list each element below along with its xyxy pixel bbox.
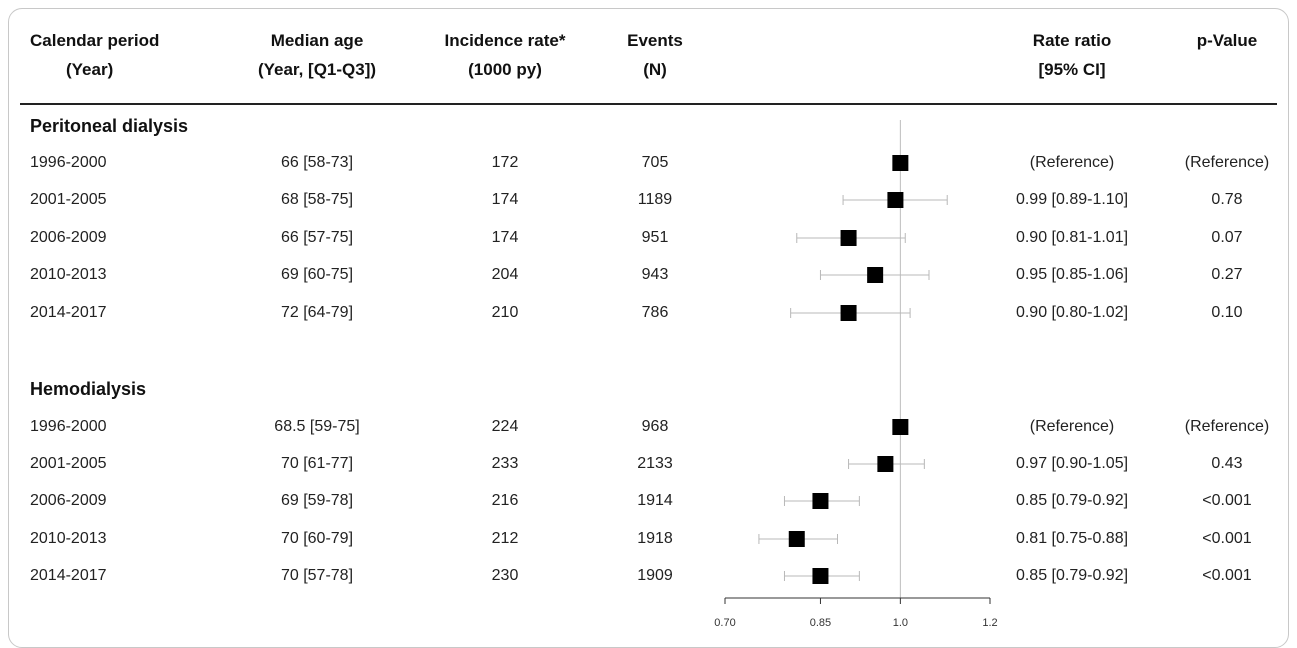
cell-median-age: 68 [58-75] <box>280 191 354 208</box>
x-axis-label: Rate ratio <box>833 633 885 635</box>
section-title-hemodialysis: Hemodialysis <box>30 379 147 399</box>
x-tick-label: 0.85 <box>810 617 831 629</box>
section-title-peritoneal: Peritoneal dialysis <box>30 116 189 136</box>
cell-median-age: 66 [58-73] <box>280 154 354 171</box>
cell-events: 1918 <box>637 530 673 547</box>
cell-events: 1914 <box>637 492 673 509</box>
point-estimate-marker <box>812 493 829 509</box>
cell-rate-ratio: 0.81 [0.75-0.88] <box>1015 530 1129 547</box>
cell-incidence: 172 <box>491 154 519 171</box>
cell-period: 2014-2017 <box>30 304 107 321</box>
header-ratio-line1: Rate ratio <box>1032 31 1112 50</box>
cell-p-value: (Reference) <box>1184 154 1270 171</box>
cell-rate-ratio: 0.90 [0.81-1.01] <box>1015 229 1129 246</box>
cell-events: 1189 <box>637 191 673 208</box>
header-age-line2: (Year, [Q1-Q3]) <box>257 60 377 79</box>
header-rule <box>20 103 1277 105</box>
header-period-line2: (Year) <box>66 60 114 79</box>
cell-incidence: 212 <box>491 530 519 547</box>
cell-p-value: 0.78 <box>1211 191 1243 208</box>
cell-median-age: 70 [60-79] <box>280 530 354 547</box>
cell-incidence: 174 <box>491 191 519 208</box>
cell-median-age: 69 [59-78] <box>280 492 354 509</box>
cell-period: 2001-2005 <box>30 191 107 208</box>
header-period-line1: Calendar period <box>30 31 160 50</box>
cell-period: 2010-2013 <box>30 530 107 547</box>
cell-period: 1996-2000 <box>30 154 107 171</box>
cell-events: 951 <box>641 229 669 246</box>
cell-events: 2133 <box>637 455 673 472</box>
header-p-value: p-Value <box>1197 26 1257 55</box>
figure-frame <box>8 8 1289 648</box>
point-estimate-marker <box>887 192 904 208</box>
point-estimate-marker <box>840 230 857 246</box>
header-incidence-line2: (1000 py) <box>468 60 542 79</box>
cell-events: 1909 <box>637 567 673 584</box>
cell-period: 2006-2009 <box>30 229 107 246</box>
forest-plot: 0.70 0.85 1.0 1.2 Rate ratio <box>714 120 998 635</box>
cell-period: 2010-2013 <box>30 266 107 283</box>
cell-median-age: 66 [57-75] <box>280 229 354 246</box>
cell-incidence: 174 <box>491 229 519 246</box>
cell-rate-ratio: 0.90 [0.80-1.02] <box>1015 304 1129 321</box>
cell-p-value: <0.001 <box>1202 492 1252 509</box>
cell-incidence: 230 <box>491 567 519 584</box>
point-estimate-marker <box>812 568 829 584</box>
cell-p-value: <0.001 <box>1202 567 1252 584</box>
header-ratio-line2: [95% CI] <box>1038 60 1106 79</box>
cell-incidence: 210 <box>491 304 519 321</box>
cell-rate-ratio: 0.85 [0.79-0.92] <box>1015 492 1129 509</box>
cell-events: 943 <box>641 266 669 283</box>
cell-incidence: 204 <box>491 266 519 283</box>
cell-rate-ratio: 0.97 [0.90-1.05] <box>1015 455 1129 472</box>
header-events-line1: Events <box>627 31 683 50</box>
header-incidence-line1: Incidence rate* <box>444 31 566 50</box>
point-estimate-marker <box>877 456 894 472</box>
cell-events: 786 <box>641 304 669 321</box>
cell-period: 2014-2017 <box>30 567 107 584</box>
point-estimate-marker <box>892 155 909 171</box>
cell-p-value: (Reference) <box>1184 418 1270 435</box>
cell-rate-ratio: 0.99 [0.89-1.10] <box>1015 191 1129 208</box>
cell-rate-ratio: 0.85 [0.79-0.92] <box>1015 567 1129 584</box>
cell-incidence: 216 <box>491 492 519 509</box>
header-rate-ratio: Rate ratio [95% CI] <box>1033 26 1111 84</box>
cell-incidence: 233 <box>491 455 519 472</box>
point-estimate-marker <box>892 419 909 435</box>
x-tick-label: 1.0 <box>893 617 908 629</box>
cell-period: 1996-2000 <box>30 418 107 435</box>
header-median-age: Median age (Year, [Q1-Q3]) <box>258 26 376 84</box>
header-events: Events (N) <box>627 26 683 84</box>
point-estimate-marker <box>867 267 884 283</box>
cell-median-age: 70 [57-78] <box>280 567 354 584</box>
cell-period: 2006-2009 <box>30 492 107 509</box>
header-pvalue-line1: p-Value <box>1196 31 1258 50</box>
cell-p-value: <0.001 <box>1202 530 1252 547</box>
point-estimate-marker <box>788 531 805 547</box>
cell-median-age: 72 [64-79] <box>280 304 354 321</box>
cell-p-value: 0.07 <box>1211 229 1243 246</box>
cell-events: 968 <box>641 418 669 435</box>
header-age-line1: Median age <box>270 31 364 50</box>
cell-incidence: 224 <box>491 418 519 435</box>
cell-period: 2001-2005 <box>30 455 107 472</box>
cell-rate-ratio: (Reference) <box>1029 418 1115 435</box>
x-tick-label: 1.2 <box>982 617 997 629</box>
x-tick-label: 0.70 <box>714 617 735 629</box>
cell-p-value: 0.10 <box>1211 304 1243 321</box>
cell-p-value: 0.27 <box>1211 266 1243 283</box>
cell-events: 705 <box>641 154 669 171</box>
point-estimate-marker <box>840 305 857 321</box>
cell-p-value: 0.43 <box>1211 455 1243 472</box>
cell-median-age: 70 [61-77] <box>280 455 354 472</box>
cell-rate-ratio: (Reference) <box>1029 154 1115 171</box>
cell-median-age: 69 [60-75] <box>280 266 354 283</box>
cell-median-age: 68.5 [59-75] <box>274 418 360 435</box>
header-events-line2: (N) <box>643 60 667 79</box>
cell-rate-ratio: 0.95 [0.85-1.06] <box>1015 266 1129 283</box>
header-incidence-rate: Incidence rate* (1000 py) <box>445 26 566 84</box>
header-calendar-period: Calendar period (Year) <box>30 26 159 84</box>
